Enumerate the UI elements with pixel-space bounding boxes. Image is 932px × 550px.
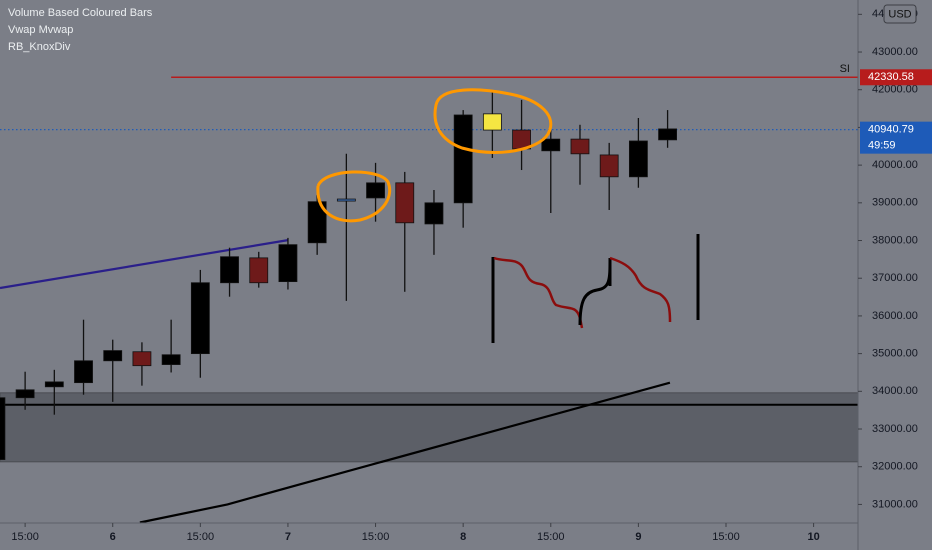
candle-body bbox=[366, 182, 385, 199]
highlight-circle bbox=[316, 170, 392, 223]
candle-body bbox=[74, 360, 93, 384]
candle-body bbox=[482, 113, 502, 131]
x-tick-label: 15:00 bbox=[362, 531, 390, 543]
candle-body bbox=[278, 244, 298, 283]
last-tag bbox=[860, 121, 932, 154]
trend-line bbox=[139, 381, 671, 524]
x-tick-label: 7 bbox=[285, 531, 291, 543]
candle-body bbox=[0, 397, 6, 460]
legend-item: Vwap Mvwap bbox=[8, 24, 73, 36]
x-tick-label: 15:00 bbox=[537, 531, 565, 543]
candle-body bbox=[570, 138, 590, 155]
candle-body bbox=[307, 201, 327, 244]
candle-body bbox=[541, 138, 561, 152]
alert-tag bbox=[860, 69, 932, 86]
candle-body bbox=[132, 351, 152, 367]
candle-body bbox=[599, 154, 619, 178]
y-tick-label: 42000.00 bbox=[872, 84, 918, 96]
candle-body bbox=[190, 282, 210, 355]
y-tick-label: 43000.00 bbox=[872, 46, 918, 58]
alert-tag-label: 42330.58 bbox=[868, 71, 914, 83]
candle-body bbox=[628, 140, 648, 178]
y-tick-label: 40000.00 bbox=[872, 159, 918, 171]
candle-body bbox=[220, 256, 239, 284]
currency-label[interactable]: USD bbox=[888, 8, 911, 20]
candle-body bbox=[453, 114, 473, 204]
x-tick-label: 15:00 bbox=[712, 531, 740, 543]
candle-body bbox=[103, 350, 123, 362]
y-tick-label: 34000.00 bbox=[872, 385, 918, 397]
alert-text: SI bbox=[840, 63, 850, 75]
last-tag-label: 40940.79 bbox=[868, 124, 914, 136]
x-tick-label: 6 bbox=[110, 531, 116, 543]
highlight-circle bbox=[433, 88, 553, 154]
zone bbox=[0, 392, 859, 463]
candle-body bbox=[395, 182, 415, 224]
y-tick-label: 39000.00 bbox=[872, 197, 918, 209]
x-tick-label: 8 bbox=[460, 531, 466, 543]
x-tick-label: 15:00 bbox=[187, 531, 215, 543]
plot: SI bbox=[0, 63, 859, 524]
x-tick-label: 15:00 bbox=[11, 531, 39, 543]
div-curve bbox=[493, 256, 584, 329]
currency-button[interactable] bbox=[883, 4, 917, 24]
y-tick-label: 35000.00 bbox=[872, 348, 918, 360]
candle-body bbox=[161, 354, 181, 365]
candle-body bbox=[249, 257, 269, 284]
candle-body bbox=[424, 202, 444, 225]
legend-item: RB_KnoxDiv bbox=[8, 41, 71, 53]
axes: 31000.00 32000.00 33000.00 34000.00 35000.00… bbox=[11, 8, 932, 543]
x-tick-label: 9 bbox=[635, 531, 641, 543]
div-curve bbox=[609, 256, 672, 323]
candle-body bbox=[15, 389, 35, 399]
y-tick-label: 37000.00 bbox=[872, 272, 918, 284]
candle-body bbox=[336, 198, 356, 202]
y-tick-label: 31000.00 bbox=[872, 498, 918, 510]
y-tick-label: 36000.00 bbox=[872, 310, 918, 322]
y-tick-label: 32000.00 bbox=[872, 461, 918, 473]
candle-body bbox=[658, 128, 677, 141]
div-curve bbox=[578, 257, 612, 326]
legend-item: Volume Based Coloured Bars bbox=[8, 7, 153, 19]
y-tick-label: 33000.00 bbox=[872, 423, 918, 435]
candle-body bbox=[44, 381, 64, 388]
x-tick-label: 10 bbox=[807, 531, 819, 543]
y-tick-label: 38000.00 bbox=[872, 234, 918, 246]
trend-line bbox=[0, 239, 289, 290]
countdown: 49:59 bbox=[868, 140, 896, 152]
